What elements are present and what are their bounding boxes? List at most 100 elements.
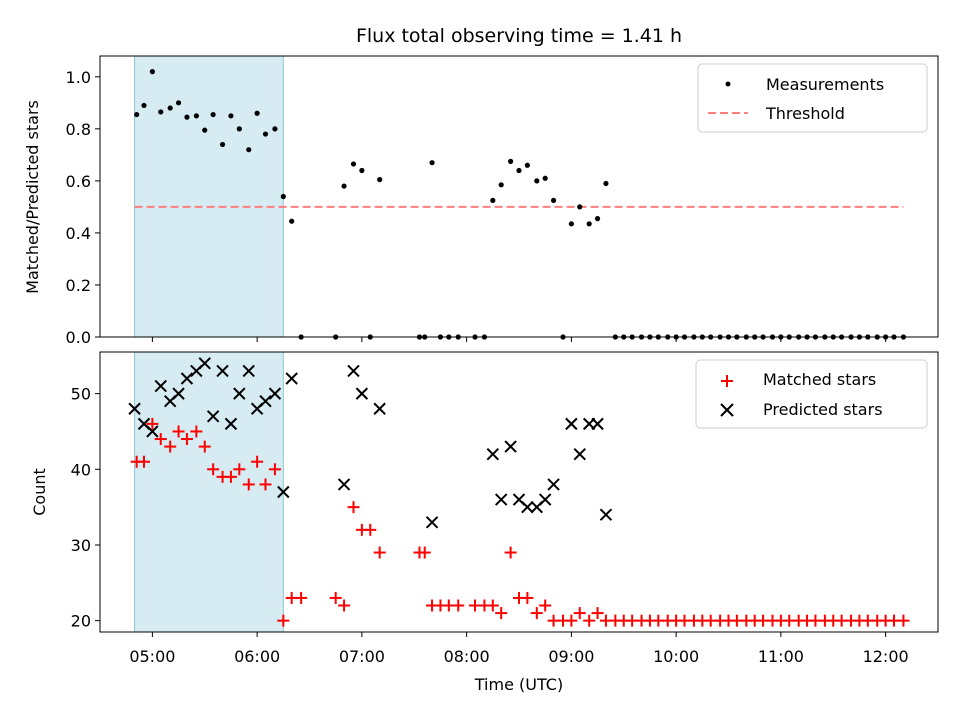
bottom-y-tick-label: 30 — [71, 536, 91, 555]
matched-star-point — [495, 607, 508, 620]
measurement-point — [134, 111, 140, 118]
predicted-star-point — [373, 402, 386, 415]
measurement-point — [341, 183, 347, 189]
x-tick-label: 06:00 — [234, 647, 280, 666]
bottom-y-ticks: 20 30 40 50 — [71, 385, 100, 631]
matched-star-point — [373, 546, 386, 559]
matched-star-point — [418, 546, 431, 559]
top-y-tick-label: 0.8 — [66, 120, 91, 139]
bottom-x-ticks: 05:00 06:00 07:00 08:00 09:00 10:00 11:00 12:00 — [129, 632, 909, 666]
matched-star-point — [486, 599, 499, 612]
measurement-point — [534, 178, 540, 184]
measurement-point — [202, 127, 208, 133]
x-tick-label: 09:00 — [548, 647, 594, 666]
measurement-point — [350, 161, 357, 167]
measurement-point — [280, 193, 286, 200]
measurement-point — [193, 113, 199, 119]
measurement-point — [236, 126, 242, 132]
predicted-star-point — [277, 485, 290, 499]
measurement-point — [184, 114, 190, 120]
measurement-point — [210, 111, 216, 118]
measurement-point — [254, 110, 260, 116]
predicted-star-point — [146, 425, 159, 438]
bottom-y-axis-label: Count — [30, 468, 49, 516]
bottom-panel: 20 30 40 50 05:00 06:00 07:00 08:00 09:00 10:00 1… — [30, 351, 939, 694]
predicted-star-point — [347, 364, 360, 378]
measurement-point — [219, 141, 226, 148]
matched-star-point — [591, 607, 604, 620]
matched-star-point — [180, 433, 193, 446]
measurement-point — [141, 102, 147, 109]
legend-predicted-label: Predicted stars — [763, 400, 883, 419]
matched-star-point — [329, 591, 342, 604]
measurement-point — [175, 100, 182, 106]
matched-star-point — [154, 433, 167, 446]
measurement-point — [149, 69, 155, 75]
matched-star-point — [198, 440, 211, 453]
matched-star-point — [172, 425, 185, 438]
top-axes-frame — [99, 55, 939, 338]
matched-star-point — [565, 614, 578, 627]
predicted-star-point — [538, 493, 552, 506]
predicted-star-point — [494, 493, 508, 506]
measurement-point — [158, 109, 164, 115]
bottom-legend-box — [695, 359, 928, 429]
x-axis-label: Time (UTC) — [474, 675, 563, 694]
matched-star-point — [224, 470, 237, 483]
predicted-star-point — [216, 364, 229, 378]
bottom-y-tick-label: 50 — [71, 385, 91, 404]
measurement-point — [508, 158, 514, 164]
predicted-star-point — [206, 410, 220, 423]
predicted-star-point — [425, 516, 439, 529]
top-y-tick-label: 0.4 — [66, 224, 91, 243]
predicted-star-point — [180, 372, 194, 385]
matched-star-point — [207, 463, 220, 476]
measurement-point — [524, 162, 530, 168]
bottom-matched-points — [130, 417, 910, 627]
measurement-point — [550, 197, 557, 204]
chart-title: Flux total observing time = 1.41 h — [356, 25, 682, 47]
measurement-point — [490, 197, 496, 204]
matched-star-point — [347, 501, 360, 514]
predicted-star-point — [128, 402, 141, 415]
predicted-star-point — [599, 508, 613, 521]
measurement-point — [603, 180, 609, 187]
bottom-predicted-points — [128, 357, 613, 529]
x-tick-label: 11:00 — [758, 647, 804, 666]
matched-star-point — [242, 478, 255, 491]
predicted-star-point — [154, 379, 167, 393]
x-tick-label: 08:00 — [444, 647, 490, 666]
bottom-legend: Matched stars Predicted stars — [695, 359, 928, 429]
x-tick-label: 07:00 — [339, 647, 385, 666]
top-y-tick-label: 0.6 — [66, 172, 91, 191]
top-x-ticks — [151, 337, 887, 342]
matched-star-point — [452, 599, 465, 612]
measurement-point — [568, 221, 574, 227]
predicted-star-point — [224, 417, 238, 431]
top-legend-box — [697, 63, 928, 133]
measurement-point — [246, 147, 252, 153]
predicted-star-point — [355, 387, 369, 400]
predicted-star-point — [486, 447, 500, 461]
measurement-point — [498, 182, 504, 188]
predicted-star-point — [233, 387, 246, 400]
x-tick-label: 12:00 — [863, 647, 909, 666]
top-legend: Measurements Threshold — [697, 63, 928, 133]
measurement-point — [289, 218, 295, 224]
predicted-star-point — [242, 364, 255, 378]
predicted-star-point — [565, 417, 578, 431]
bottom-axes-frame — [99, 351, 939, 633]
matched-star-point — [573, 607, 586, 620]
measurement-point — [377, 176, 383, 183]
measurement-point — [577, 204, 583, 210]
top-y-tick-label: 1.0 — [66, 68, 91, 87]
matched-star-point — [233, 463, 246, 476]
measurement-point — [359, 167, 365, 174]
measurement-point — [272, 126, 278, 132]
matched-star-point — [583, 614, 596, 627]
top-panel: 0.0 0.2 0.4 0.6 0.8 1.0 Matched/Predicted sta… — [23, 55, 939, 347]
bottom-highlight-span — [134, 351, 284, 633]
measurement-point — [228, 113, 234, 119]
predicted-star-point — [337, 478, 351, 491]
